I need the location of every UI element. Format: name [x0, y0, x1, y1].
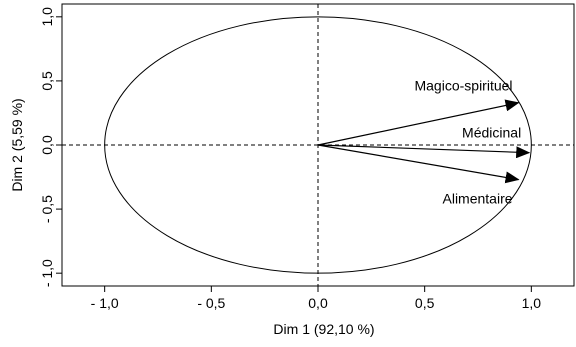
- y-tick-label: - 0,5: [39, 195, 55, 223]
- y-tick-label: 0,0: [39, 135, 55, 155]
- vector-arrow: [317, 144, 531, 159]
- x-tick-label: - 0,5: [197, 295, 225, 311]
- y-tick-label: - 1,0: [39, 259, 55, 287]
- y-axis-label: Dim 2 (5,59 %): [9, 98, 25, 191]
- vector-arrow: [317, 99, 520, 146]
- x-tick-label: 0,0: [308, 295, 328, 311]
- y-tick-label: 0,5: [39, 71, 55, 91]
- vector-arrow: [317, 144, 520, 184]
- unit-circle: [104, 16, 532, 274]
- x-axis-label: Dim 1 (92,10 %): [273, 321, 374, 337]
- x-tick-label: - 1,0: [91, 295, 119, 311]
- y-tick-label: 1,0: [39, 7, 55, 27]
- vector-label: Médicinal: [462, 125, 521, 141]
- vector-label: Magico-spirituel: [414, 78, 512, 94]
- x-tick-label: 1,0: [522, 295, 542, 311]
- x-tick-label: 0,5: [415, 295, 435, 311]
- vector-label: Alimentaire: [443, 191, 513, 207]
